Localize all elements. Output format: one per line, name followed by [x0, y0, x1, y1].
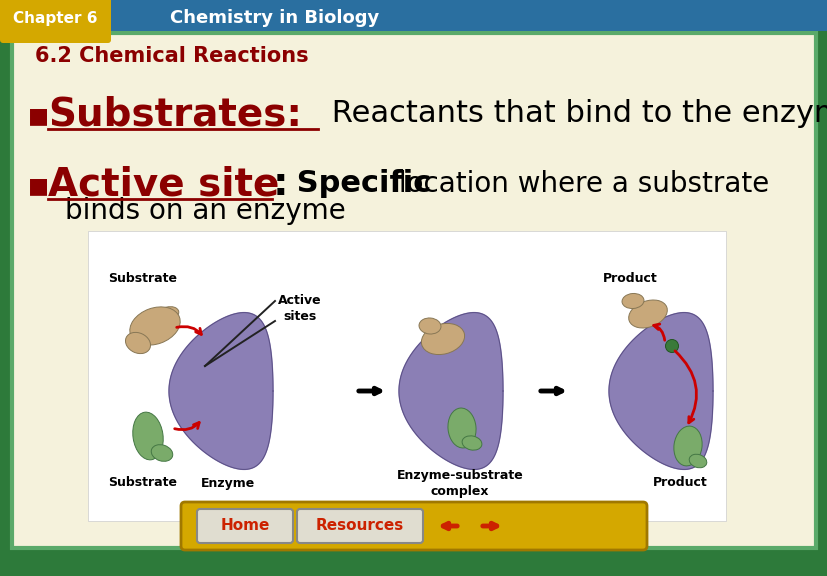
Text: Enzyme-substrate
complex: Enzyme-substrate complex — [396, 468, 523, 498]
Ellipse shape — [421, 324, 464, 355]
Text: Substrate: Substrate — [108, 271, 177, 285]
Text: Home: Home — [220, 518, 270, 533]
Ellipse shape — [132, 412, 163, 460]
Ellipse shape — [621, 293, 643, 309]
Polygon shape — [399, 313, 502, 469]
Text: 6.2 Chemical Reactions: 6.2 Chemical Reactions — [35, 46, 308, 66]
Text: location where a substrate: location where a substrate — [390, 170, 768, 198]
Text: Specific: Specific — [285, 169, 431, 199]
FancyBboxPatch shape — [197, 509, 293, 543]
Text: ■: ■ — [28, 106, 49, 126]
Text: ■: ■ — [28, 176, 49, 196]
Text: Reactants that bind to the enzyme: Reactants that bind to the enzyme — [322, 100, 827, 128]
Polygon shape — [609, 313, 712, 469]
Bar — [88, 231, 725, 521]
Text: Substrates:: Substrates: — [48, 95, 302, 133]
Polygon shape — [169, 313, 273, 469]
FancyBboxPatch shape — [181, 502, 646, 550]
Text: Product: Product — [602, 271, 657, 285]
Text: binds on an enzyme: binds on an enzyme — [65, 197, 346, 225]
Ellipse shape — [628, 300, 667, 328]
Text: Chapter 6: Chapter 6 — [12, 12, 97, 26]
Ellipse shape — [130, 307, 180, 345]
Ellipse shape — [418, 318, 441, 334]
Text: :: : — [273, 165, 289, 203]
FancyBboxPatch shape — [12, 33, 815, 548]
FancyBboxPatch shape — [297, 509, 423, 543]
Text: Chemistry in Biology: Chemistry in Biology — [170, 9, 379, 27]
Text: Enzyme: Enzyme — [201, 476, 255, 490]
Bar — [429, 513, 467, 539]
Ellipse shape — [673, 426, 701, 466]
Text: Substrate: Substrate — [108, 476, 177, 490]
FancyBboxPatch shape — [0, 0, 111, 43]
Bar — [471, 513, 509, 539]
Ellipse shape — [688, 454, 706, 468]
Bar — [0, 0, 827, 31]
Ellipse shape — [157, 306, 179, 321]
Ellipse shape — [665, 339, 677, 353]
Text: Resources: Resources — [315, 518, 404, 533]
Ellipse shape — [461, 436, 481, 450]
Ellipse shape — [126, 332, 151, 354]
Ellipse shape — [447, 408, 476, 448]
Text: Active site: Active site — [48, 165, 279, 203]
Text: Active
sites: Active sites — [278, 294, 322, 323]
Ellipse shape — [151, 445, 173, 461]
Text: Product: Product — [652, 476, 706, 490]
